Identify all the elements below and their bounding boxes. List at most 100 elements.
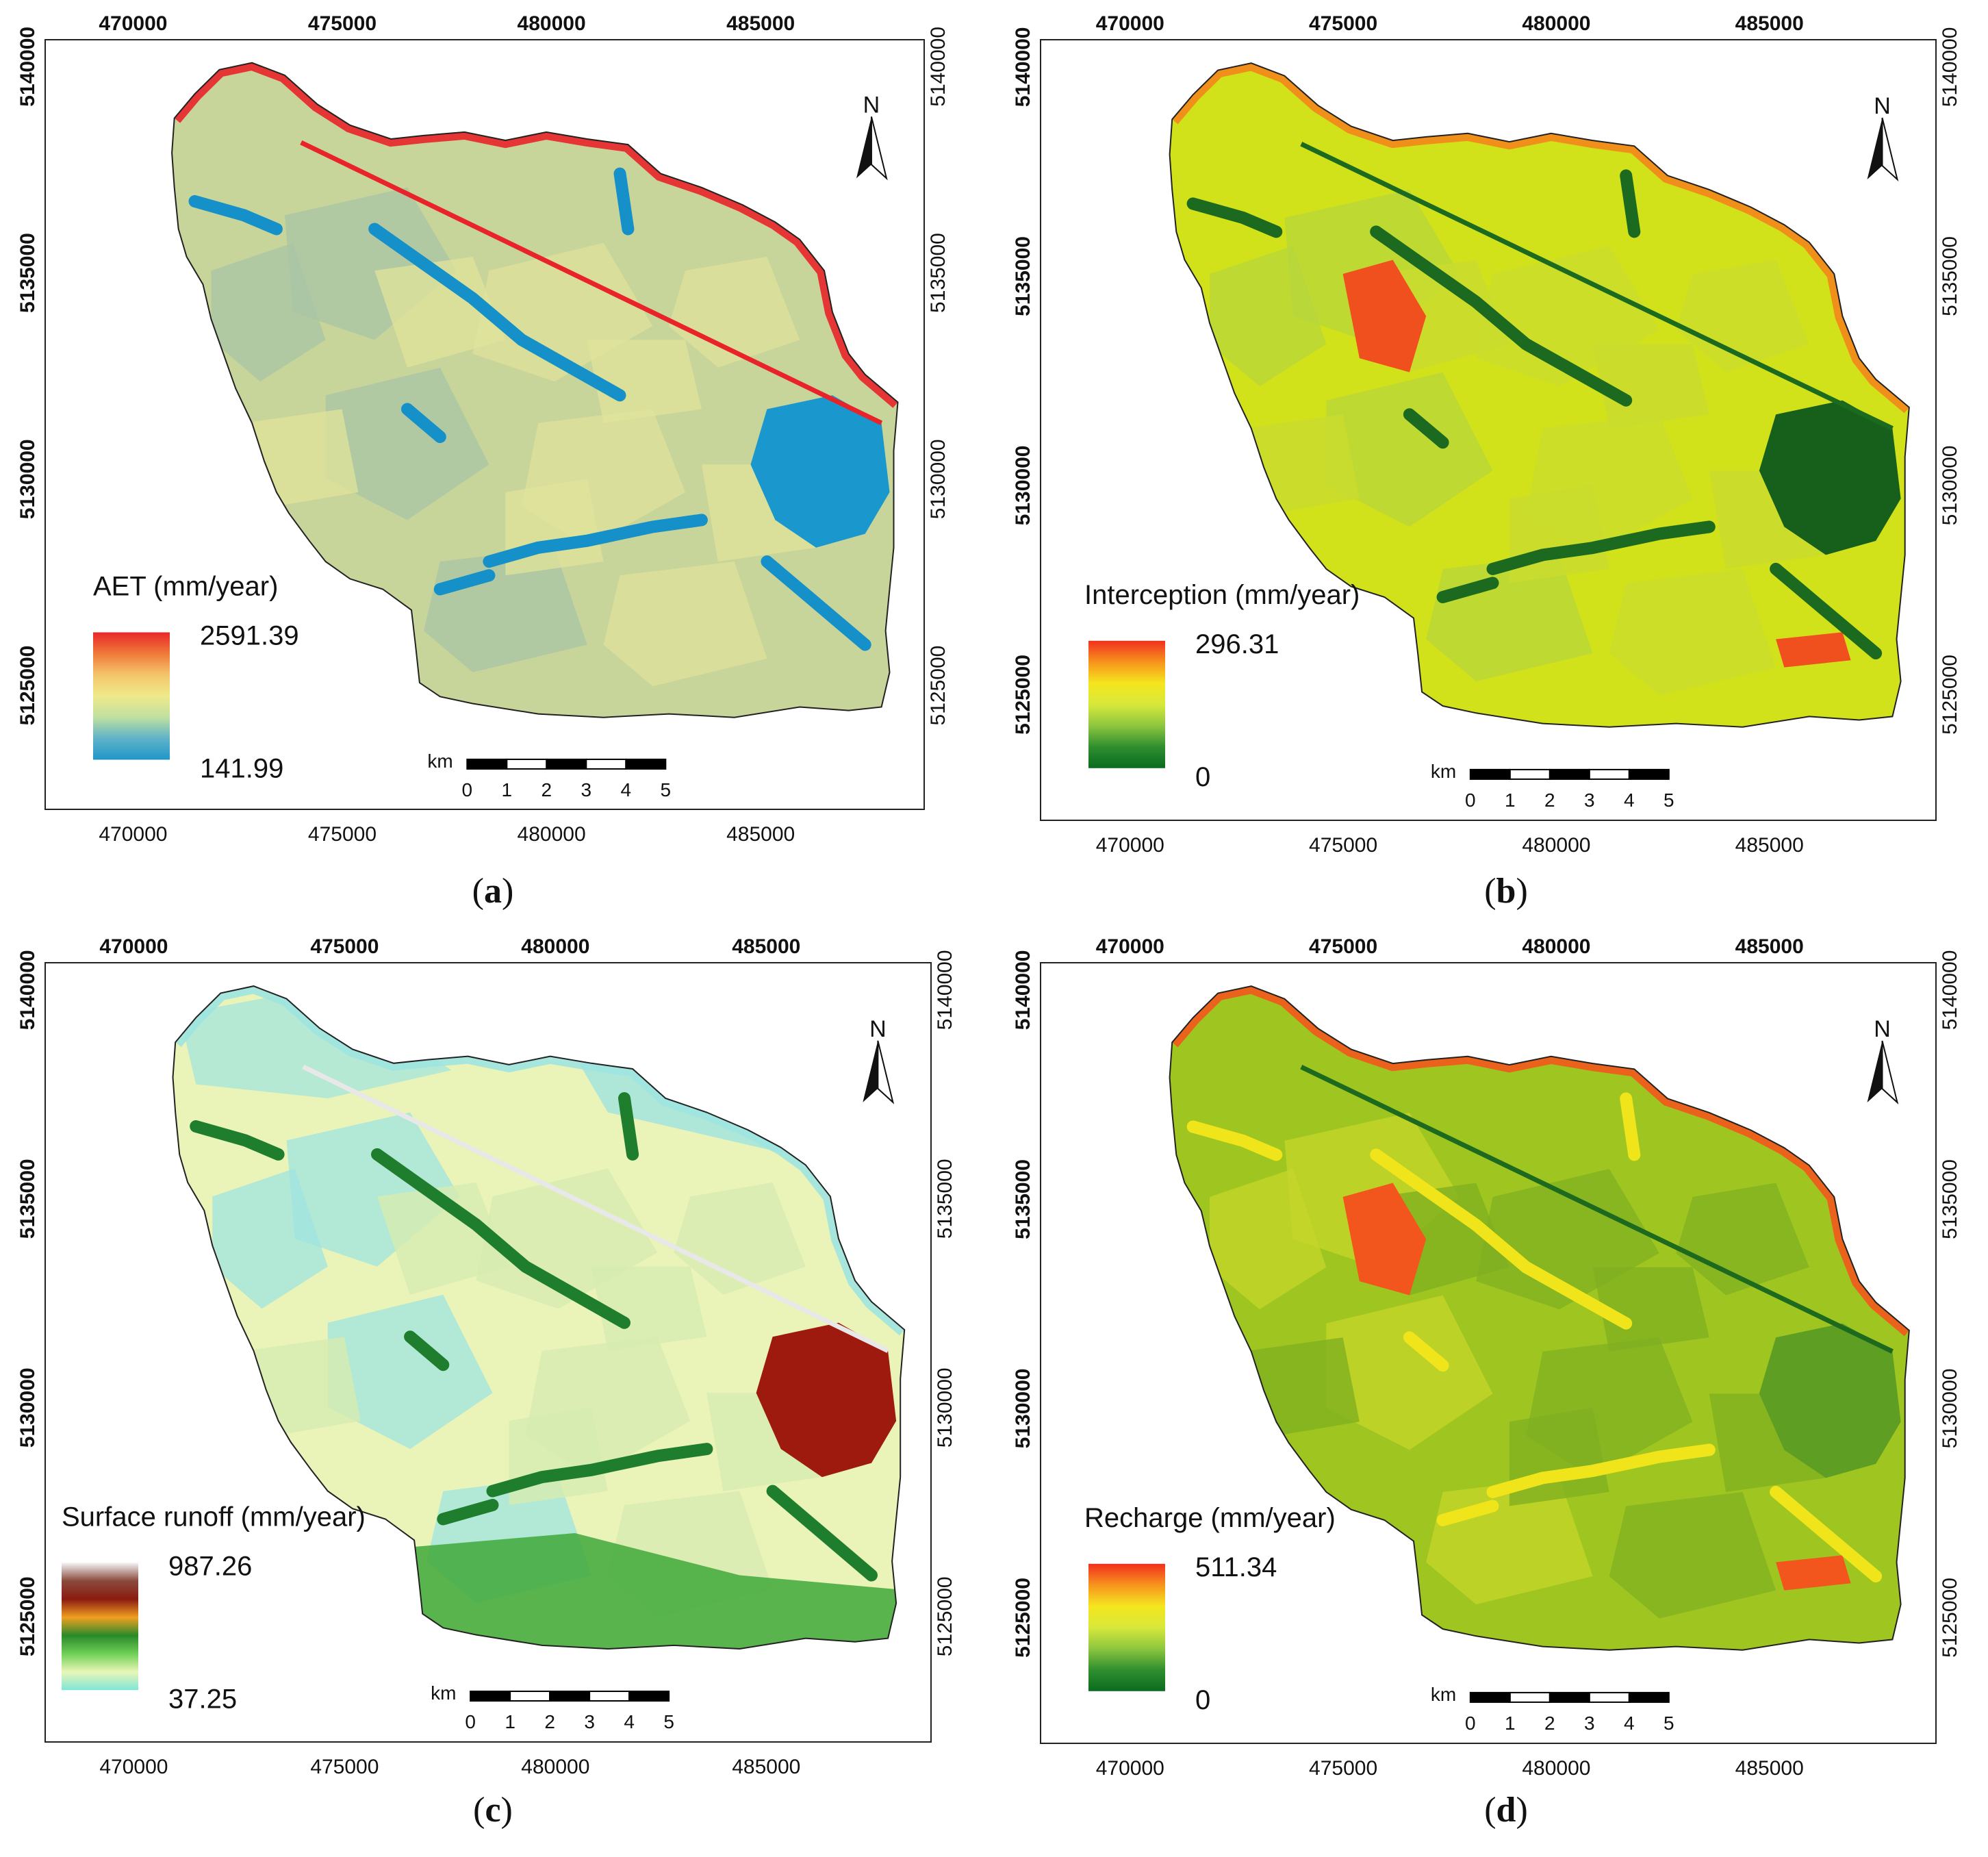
drainage-channel <box>1370 1148 1633 1330</box>
scale-bar-segment <box>470 1691 511 1702</box>
x-tick-label-bottom: 475000 <box>308 823 377 846</box>
x-tick-label-bottom: 470000 <box>1096 834 1164 857</box>
drainage-channel <box>618 1092 639 1161</box>
scale-bar-segment <box>1588 1691 1630 1703</box>
land-patch <box>587 340 702 423</box>
land-patch <box>509 1406 608 1505</box>
scale-bar-label: 4 <box>1624 1713 1635 1734</box>
x-tick-label-bottom: 480000 <box>1522 1757 1590 1780</box>
legend-min-value: 37.25 <box>168 1684 237 1714</box>
north-arrow-icon <box>856 116 871 179</box>
x-tick-label-top: 475000 <box>1309 935 1377 958</box>
drainage-channel <box>1186 197 1283 238</box>
y-tick-label-right: 5125000 <box>1939 655 1961 735</box>
x-tick-label-top: 470000 <box>99 12 167 35</box>
scale-bar-label: 3 <box>584 1711 595 1732</box>
land-patch <box>1210 1169 1327 1310</box>
x-tick-label-bottom: 475000 <box>1309 1757 1377 1780</box>
x-tick-label-top: 480000 <box>1522 12 1590 35</box>
land-patch <box>505 478 604 576</box>
x-tick-label-top: 470000 <box>1096 935 1164 958</box>
scale-bar-label: 4 <box>1624 789 1635 811</box>
x-tick-label-top: 485000 <box>1735 935 1804 958</box>
legend-color-ramp <box>1088 640 1165 768</box>
scale-bar-segment <box>506 758 548 770</box>
drainage-channel <box>613 167 635 236</box>
scale-bar-label: 3 <box>581 779 592 800</box>
green-zone <box>410 1533 897 1649</box>
urban-area <box>1759 400 1901 555</box>
drainage-channel <box>437 1499 499 1526</box>
x-tick-label-bottom: 485000 <box>1735 834 1804 857</box>
scale-bar-label: 2 <box>1544 789 1555 811</box>
land-patch <box>1509 1407 1609 1506</box>
scale-bar-segment <box>1509 1691 1551 1703</box>
y-tick-label-right: 5130000 <box>1939 1369 1961 1449</box>
x-tick-label-bottom: 480000 <box>518 823 586 846</box>
land-patch <box>1609 1491 1776 1619</box>
y-tick-label-right: 5130000 <box>934 1367 956 1448</box>
land-patch <box>327 1294 493 1450</box>
map-panel-d: 470000 470000 475000 475000 480000 480000 4850… <box>1012 935 1961 1830</box>
legend-max-value: 987.26 <box>168 1551 252 1581</box>
y-tick-label-left: 5125000 <box>1012 1578 1034 1658</box>
scale-bar-segment <box>549 1691 591 1702</box>
x-tick-label-top: 475000 <box>310 935 379 958</box>
x-tick-label-bottom: 480000 <box>1522 834 1590 857</box>
urban-area <box>750 395 890 548</box>
x-tick-label-bottom: 475000 <box>1309 834 1377 857</box>
high-value-patch <box>1342 1183 1427 1296</box>
panel-letter: a <box>484 872 502 911</box>
x-tick-label-top: 485000 <box>732 935 800 958</box>
scale-bar-label: 2 <box>541 779 552 800</box>
legend-title: Interception (mm/year) <box>1084 580 1360 610</box>
legend-max-value: 2591.39 <box>200 620 299 650</box>
land-patch <box>325 367 489 520</box>
y-tick-label-left: 5125000 <box>16 1576 39 1656</box>
land-patch <box>212 1168 328 1309</box>
y-tick-label-right: 5125000 <box>1939 1578 1961 1658</box>
drainage-channel <box>486 1443 713 1498</box>
x-tick-label-bottom: 470000 <box>99 823 167 846</box>
scale-bar-segment <box>546 758 587 770</box>
scale-bar-unit: km <box>1431 761 1456 782</box>
highway <box>1300 142 1894 431</box>
drainage-channel <box>190 1120 285 1161</box>
drainage-channel <box>1486 520 1716 575</box>
north-label: N <box>863 92 880 118</box>
land-patch <box>374 257 506 368</box>
land-patch <box>669 257 800 368</box>
study-area-outline <box>171 62 899 718</box>
study-area-outline <box>1169 985 1910 1651</box>
scale-bar-label: 5 <box>1664 789 1674 811</box>
drainage-channel <box>761 555 871 651</box>
drainage-channel <box>1620 1092 1641 1161</box>
drainage-channel <box>371 1148 630 1329</box>
north-arrow-icon <box>863 1040 878 1102</box>
panel-caption: (c) <box>473 1791 513 1830</box>
land-patch <box>1676 260 1809 372</box>
x-tick-label-top: 485000 <box>726 12 795 35</box>
y-tick-label-left: 5130000 <box>16 1367 39 1448</box>
drainage-channel <box>1436 577 1499 603</box>
highway <box>1300 1065 1894 1354</box>
high-value-patch <box>1342 260 1427 372</box>
drainage-channel <box>1486 1443 1716 1498</box>
scale-bar-label: 2 <box>1544 1713 1555 1734</box>
panel-caption: (d) <box>1484 1791 1528 1830</box>
legend-color-ramp <box>62 1563 138 1691</box>
cyan-zone <box>179 986 452 1098</box>
x-tick-label-bottom: 475000 <box>310 1756 379 1778</box>
scale-bar-label: 0 <box>465 1711 476 1732</box>
y-tick-label-right: 5125000 <box>934 1576 956 1656</box>
scale-bar-label: 0 <box>462 779 473 800</box>
study-area-outline <box>172 985 906 1650</box>
north-label: N <box>869 1016 887 1042</box>
y-tick-label-right: 5135000 <box>1939 1159 1961 1239</box>
scale-bar-segment <box>509 1691 551 1702</box>
north-arrow-icon <box>870 116 888 181</box>
scale-bar-segment <box>585 758 627 770</box>
drainage-channel <box>401 403 446 443</box>
map-panel-b: 470000 470000 475000 475000 480000 480000 4850… <box>1012 12 1961 911</box>
scale-bar-label: 2 <box>544 1711 555 1732</box>
